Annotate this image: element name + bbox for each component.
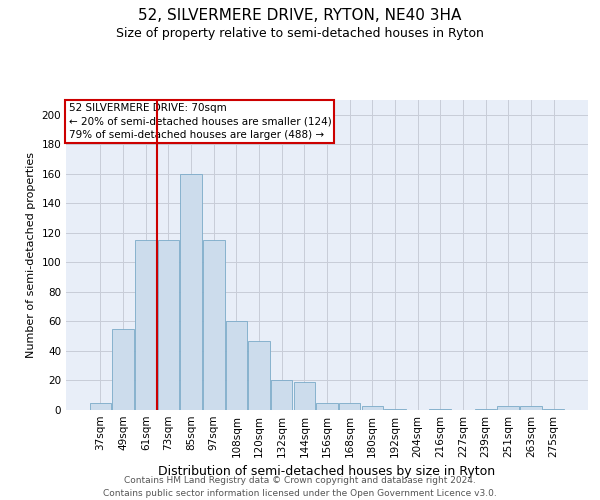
Bar [271,380,292,410]
Text: 52, SILVERMERE DRIVE, RYTON, NE40 3HA: 52, SILVERMERE DRIVE, RYTON, NE40 3HA [139,8,461,22]
Text: Size of property relative to semi-detached houses in Ryton: Size of property relative to semi-detach… [116,28,484,40]
Bar [430,408,451,410]
Bar [384,408,406,410]
Bar [158,240,179,410]
Bar [316,402,338,410]
Bar [520,406,542,410]
Bar [248,340,270,410]
Bar [112,329,134,410]
Text: Contains HM Land Registry data © Crown copyright and database right 2024.
Contai: Contains HM Land Registry data © Crown c… [103,476,497,498]
Text: 52 SILVERMERE DRIVE: 70sqm
← 20% of semi-detached houses are smaller (124)
79% o: 52 SILVERMERE DRIVE: 70sqm ← 20% of semi… [68,103,331,140]
Bar [475,408,496,410]
Bar [339,402,361,410]
Bar [362,406,383,410]
Bar [543,408,564,410]
Bar [90,402,111,410]
Bar [293,382,315,410]
Bar [181,174,202,410]
X-axis label: Distribution of semi-detached houses by size in Ryton: Distribution of semi-detached houses by … [158,466,496,478]
Bar [497,406,519,410]
Bar [203,240,224,410]
Bar [226,322,247,410]
Y-axis label: Number of semi-detached properties: Number of semi-detached properties [26,152,36,358]
Bar [135,240,157,410]
